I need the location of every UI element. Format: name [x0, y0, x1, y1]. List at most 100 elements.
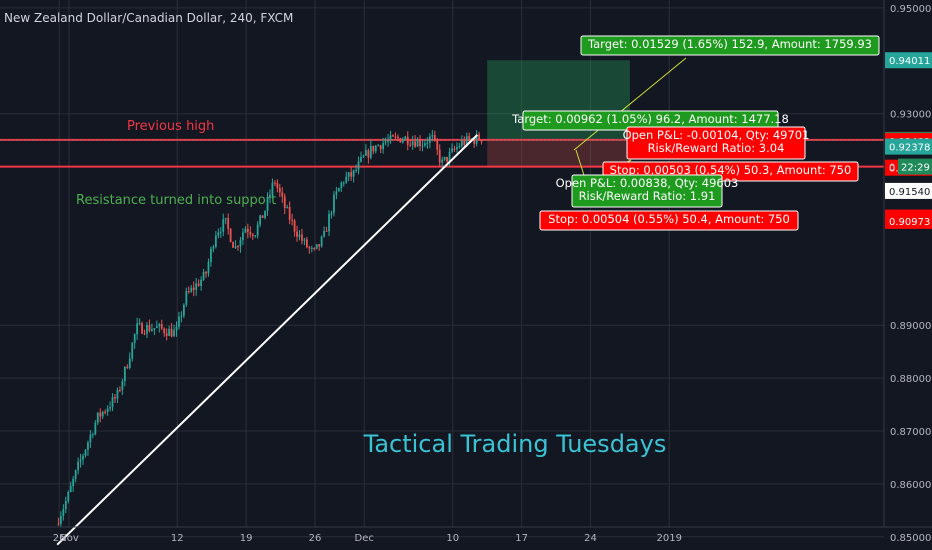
- price-scale-value: 0.90973: [889, 217, 930, 228]
- price-scale-label: 0.91540: [885, 182, 932, 199]
- candle: [397, 134, 399, 142]
- candle: [151, 323, 153, 332]
- target-label-2-text: Target: 0.00962 (1.05%) 96.2, Amount: 14…: [511, 112, 789, 126]
- grid: [0, 0, 884, 538]
- candle: [123, 366, 126, 387]
- candle: [242, 228, 244, 245]
- stop-label-2[interactable]: Stop: 0.00504 (0.55%) 50.4, Amount: 750: [539, 210, 799, 231]
- target-label-2[interactable]: Target: 0.00962 (1.05%) 96.2, Amount: 14…: [511, 110, 789, 131]
- candle: [57, 517, 60, 526]
- trendline[interactable]: [56, 134, 479, 546]
- position-labels[interactable]: Target: 0.01529 (1.65%) 152.9, Amount: 1…: [511, 35, 880, 231]
- candle: [175, 321, 178, 337]
- y-tick-label: 0.88000: [890, 374, 931, 385]
- candle: [178, 311, 180, 330]
- x-tick-label: 10: [446, 533, 459, 544]
- candle: [111, 393, 114, 412]
- candle: [392, 134, 394, 137]
- y-tick-label: 0.89000: [890, 321, 931, 332]
- price-scale-value: 0.94011: [889, 56, 930, 67]
- candle: [453, 145, 456, 152]
- candle: [369, 139, 372, 160]
- candle: [362, 154, 365, 158]
- y-tick-label: 0.95000: [890, 4, 931, 15]
- candle: [77, 457, 80, 475]
- candle: [254, 234, 257, 238]
- candle: [340, 181, 343, 192]
- candle: [333, 191, 335, 217]
- candle: [246, 223, 249, 239]
- candle: [357, 156, 360, 175]
- candle: [271, 178, 274, 199]
- candle: [374, 144, 377, 154]
- candle: [84, 448, 87, 458]
- open-pl-label-1-text: Open P&L: -0.00104, Qty: 49701: [623, 128, 810, 142]
- candle: [244, 226, 247, 233]
- candle: [163, 327, 166, 337]
- candle: [303, 237, 306, 246]
- candle: [133, 333, 136, 349]
- candle: [276, 179, 279, 193]
- candle: [192, 281, 195, 297]
- candle: [335, 186, 338, 200]
- candle: [256, 221, 259, 239]
- candle: [350, 167, 353, 181]
- candle: [296, 225, 298, 242]
- candle: [424, 140, 426, 148]
- candle: [116, 387, 119, 404]
- candle: [138, 318, 141, 326]
- candle: [451, 143, 453, 154]
- y-tick-label: 0.87000: [890, 427, 931, 438]
- candle: [318, 244, 321, 251]
- candle: [82, 453, 84, 465]
- x-tick-label: 17: [515, 533, 528, 544]
- price-axis[interactable]: 0.95000 0.93000 0.89000 0.88000 0.87000 0.860…: [883, 0, 932, 550]
- candle: [379, 144, 382, 154]
- open-pl-label-2[interactable]: Open P&L: 0.00838, Qty: 49603Risk/Reward…: [556, 174, 739, 208]
- candle: [419, 135, 421, 151]
- candle: [136, 317, 139, 340]
- candle: [384, 137, 387, 146]
- candle: [352, 169, 355, 183]
- stop-label-1-text: Stop: 0.00503 (0.54%) 50.3, Amount: 750: [610, 163, 852, 177]
- candle: [421, 140, 424, 152]
- candle: [195, 277, 198, 296]
- candle: [224, 217, 227, 225]
- price-scale-label: 0.92378: [885, 138, 932, 155]
- target-label-1[interactable]: Target: 0.01529 (1.65%) 152.9, Amount: 1…: [580, 35, 880, 56]
- candle: [372, 145, 375, 155]
- candle: [426, 137, 429, 149]
- open-pl-label-1[interactable]: Open P&L: -0.00104, Qty: 49701Risk/Rewar…: [623, 126, 810, 160]
- candle: [310, 245, 313, 253]
- candle: [182, 303, 185, 319]
- candle: [320, 235, 323, 248]
- candle: [237, 244, 239, 251]
- countdown-clock: 0 22:29: [889, 158, 932, 175]
- candle: [416, 137, 419, 147]
- candle: [168, 325, 171, 337]
- candle: [301, 229, 303, 245]
- x-tick-label: 19: [240, 533, 253, 544]
- candle: [148, 319, 151, 333]
- x-tick-label: Dec: [355, 533, 374, 544]
- candle: [406, 131, 409, 151]
- candle: [119, 386, 121, 393]
- candle: [141, 321, 143, 335]
- y-tick-label: 0.93000: [890, 110, 931, 121]
- price-scale-value: 0.91540: [889, 187, 930, 198]
- candle: [170, 322, 173, 338]
- x-tick-label: 24: [584, 533, 597, 544]
- candle: [456, 142, 458, 153]
- candle: [414, 135, 417, 148]
- candle: [59, 511, 62, 528]
- candle: [377, 143, 380, 147]
- candle: [67, 490, 70, 504]
- candle: [365, 144, 367, 156]
- candle: [266, 192, 269, 216]
- candle: [160, 319, 163, 331]
- candle: [210, 246, 212, 267]
- candle: [298, 230, 301, 241]
- previous-high-label: Previous high: [127, 119, 214, 134]
